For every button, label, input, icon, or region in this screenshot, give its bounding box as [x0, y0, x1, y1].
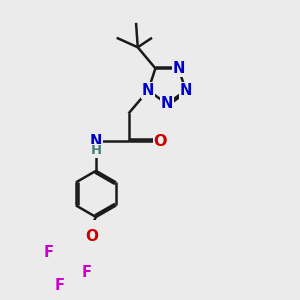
Text: F: F: [44, 245, 53, 260]
Text: N: N: [142, 83, 154, 98]
Text: O: O: [153, 134, 167, 149]
Text: N: N: [161, 97, 173, 112]
Text: H: H: [90, 144, 101, 157]
Text: N: N: [179, 83, 192, 98]
Text: F: F: [54, 278, 64, 293]
Text: N: N: [172, 61, 185, 76]
Text: F: F: [82, 265, 92, 280]
Text: O: O: [85, 229, 98, 244]
Text: N: N: [90, 134, 102, 149]
